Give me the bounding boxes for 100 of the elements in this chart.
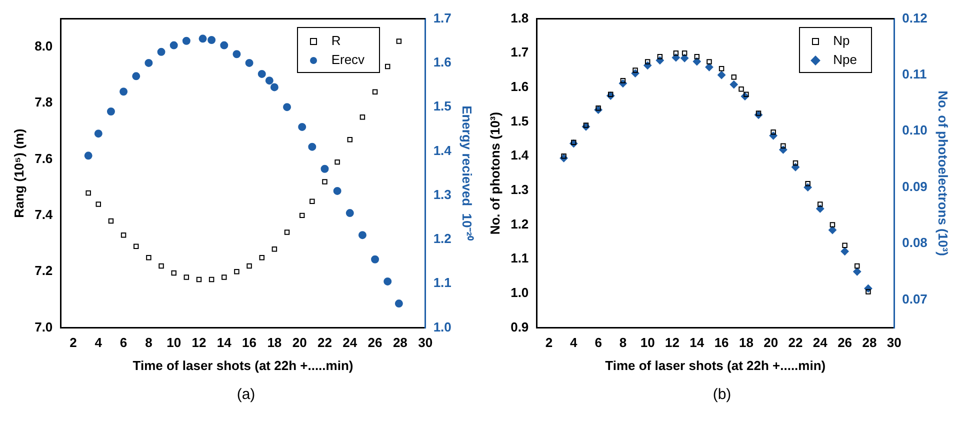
- point: [830, 222, 836, 228]
- point: [170, 41, 178, 50]
- text: (b): [712, 386, 732, 403]
- x-tick-label: 18: [738, 335, 754, 350]
- x-axis-title: Time of laser shots (at 22h +.....min): [605, 358, 826, 373]
- y2-tick-label: 1.1: [433, 275, 452, 290]
- x-tick-label: 2: [545, 335, 553, 350]
- legend-label: Erecv: [331, 52, 365, 67]
- point: [310, 198, 315, 204]
- x-tick-label: 10: [640, 335, 655, 350]
- y-tick-label: 0.9: [510, 319, 529, 334]
- x-tick-label: 8: [145, 335, 152, 350]
- point: [283, 103, 292, 112]
- point: [608, 92, 614, 97]
- x-tick-label: 22: [318, 335, 332, 350]
- point: [756, 110, 762, 116]
- x-tick-label: 22: [788, 335, 803, 350]
- y-tick-label: 7.0: [34, 319, 53, 334]
- y-tick-label: 1.0: [510, 285, 529, 300]
- point: [561, 154, 566, 159]
- point: [718, 66, 724, 72]
- y2-axis-title: Energy recieved 10⁻²⁰: [460, 106, 475, 242]
- point: [222, 274, 227, 280]
- point: [220, 41, 228, 50]
- x-tick-label: 12: [192, 335, 206, 350]
- y-tick-label: 7.6: [34, 150, 53, 166]
- point: [94, 130, 102, 138]
- x-tick-label: 16: [714, 335, 729, 350]
- point: [333, 186, 342, 195]
- point: [272, 246, 278, 252]
- x-tick-label: 10: [166, 335, 182, 350]
- y-tick-label: 1.1: [510, 250, 529, 266]
- y2-tick-label: 0.09: [902, 178, 928, 194]
- point: [270, 83, 278, 92]
- x-tick-label: 30: [886, 335, 902, 350]
- point: [718, 70, 726, 79]
- y2-tick-label: 0.12: [902, 10, 928, 26]
- point: [133, 244, 139, 249]
- x-tick-label: 28: [392, 335, 408, 350]
- point: [384, 64, 390, 70]
- point: [245, 58, 254, 67]
- point: [372, 89, 378, 94]
- point: [120, 232, 126, 238]
- x-tick-label: 6: [594, 335, 602, 350]
- x-axis-title: Time of laser shots (at 22h +.....min): [132, 358, 354, 373]
- point: [396, 38, 402, 44]
- point: [84, 152, 92, 160]
- x-tick-label: 20: [292, 335, 307, 350]
- x-tick-label: 26: [838, 335, 852, 350]
- point: [208, 276, 214, 282]
- y-tick-label: 8.0: [34, 38, 53, 54]
- point: [234, 268, 240, 274]
- x-tick-label: 4: [570, 335, 578, 350]
- point: [106, 108, 115, 116]
- point: [730, 80, 738, 89]
- point: [731, 74, 736, 80]
- point: [680, 54, 689, 62]
- legend-label: Np: [833, 32, 850, 48]
- point: [265, 76, 274, 85]
- point: [158, 263, 164, 269]
- x-tick-label: 24: [812, 335, 828, 350]
- point: [371, 255, 380, 264]
- point: [694, 54, 700, 60]
- point: [182, 36, 190, 45]
- y-tick-label: 1.2: [510, 216, 529, 232]
- point: [620, 78, 626, 84]
- point: [394, 300, 403, 308]
- point: [208, 36, 216, 44]
- point: [657, 54, 663, 60]
- point: [171, 270, 176, 276]
- point: [360, 114, 366, 120]
- point: [780, 143, 786, 148]
- x-tick-label: 8: [619, 335, 627, 350]
- point: [196, 276, 202, 282]
- point: [259, 254, 264, 260]
- point: [299, 212, 305, 218]
- point: [596, 105, 601, 111]
- point: [682, 50, 688, 56]
- point: [644, 59, 650, 64]
- point: [132, 72, 140, 80]
- point: [198, 34, 207, 43]
- y-tick-label: 1.3: [510, 182, 529, 198]
- point: [284, 230, 290, 235]
- point: [308, 142, 316, 151]
- x-tick-label: 28: [862, 335, 877, 350]
- point: [358, 231, 366, 240]
- y2-axis-title: No. of photoelectrons (10³): [936, 90, 951, 256]
- x-tick-label: 12: [665, 335, 680, 350]
- y2-tick-label: 1.4: [433, 142, 452, 158]
- y2-tick-label: 1.0: [433, 319, 452, 334]
- point: [86, 190, 91, 196]
- point: [346, 209, 354, 218]
- point: [334, 159, 340, 165]
- x-tick-label: 20: [764, 335, 778, 350]
- point: [96, 202, 102, 207]
- y2-tick-label: 0.07: [902, 291, 928, 306]
- y2-tick-label: 1.2: [433, 231, 452, 246]
- point: [770, 129, 776, 135]
- point: [828, 226, 836, 234]
- point: [805, 180, 810, 186]
